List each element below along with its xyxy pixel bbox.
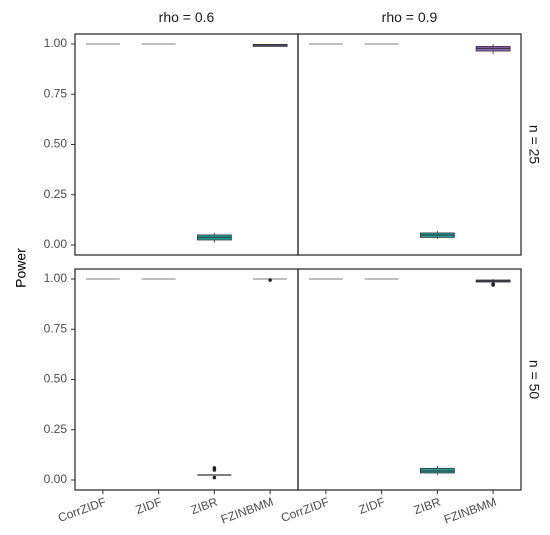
x-tick-label: ZIBR: [189, 495, 220, 518]
x-tick-label: CorrZIDF: [279, 495, 331, 525]
y-tick-label: 0.00: [44, 237, 68, 251]
y-tick-label: 0.25: [44, 422, 68, 436]
x-tick-label: CorrZIDF: [56, 495, 108, 525]
x-tick-label: FZINBMM: [442, 495, 498, 527]
y-tick-label: 0.50: [44, 137, 68, 151]
facet-panels: rho = 0.6 rho = 0.9 n = 25 n = 50 0.00 0.25 0.…: [44, 9, 543, 527]
panel-frame: [297, 33, 522, 256]
y-axis-title: Power: [13, 248, 29, 288]
col-facet-label: rho = 0.6: [159, 9, 215, 25]
y-tick-label: 1.00: [44, 36, 68, 50]
y-tick-label: 1.00: [44, 271, 68, 285]
panel-frame: [74, 268, 299, 491]
facet-panel: [297, 268, 522, 491]
facet-panel: [297, 33, 522, 256]
y-tick-label: 0.75: [44, 321, 68, 335]
x-tick-label: ZIBR: [412, 495, 443, 518]
x-tick-label: ZIDF: [357, 495, 387, 517]
x-tick-label: ZIDF: [134, 495, 164, 517]
box-outlier: [491, 282, 495, 286]
y-tick-label: 0.00: [44, 472, 68, 486]
facet-panel: [74, 33, 299, 256]
y-tick-label: 0.25: [44, 187, 68, 201]
box-outlier: [212, 466, 217, 470]
y-tick-label: 0.50: [44, 372, 68, 386]
panel-frame: [74, 33, 299, 256]
x-tick-label: FZINBMM: [219, 495, 275, 527]
row-facet-label: n = 25: [526, 125, 542, 165]
row-facet-label: n = 50: [526, 360, 542, 400]
col-facet-label: rho = 0.9: [382, 9, 438, 25]
facet-panel: [74, 268, 299, 491]
box-outlier: [268, 278, 272, 282]
box-outlier: [212, 475, 217, 480]
y-tick-label: 0.75: [44, 86, 68, 100]
panel-frame: [297, 268, 522, 491]
